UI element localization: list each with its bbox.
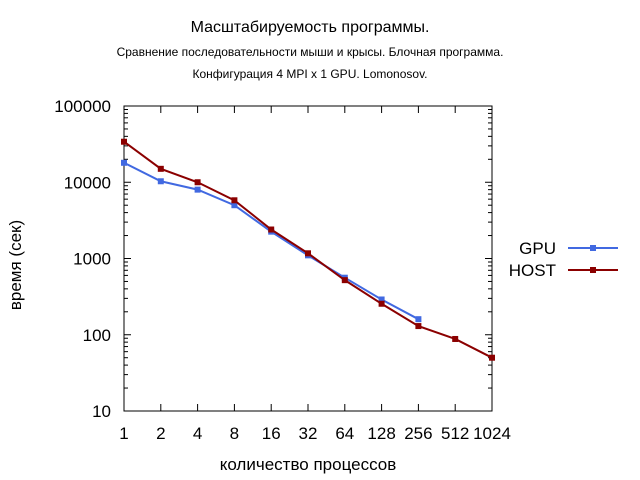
x-tick-label: 16 bbox=[262, 424, 281, 443]
data-point-gpu bbox=[194, 186, 201, 193]
x-tick-label: 256 bbox=[404, 424, 432, 443]
x-tick-label: 8 bbox=[230, 424, 239, 443]
x-tick-label: 2 bbox=[156, 424, 165, 443]
x-tick-label: 4 bbox=[193, 424, 202, 443]
x-tick-label: 32 bbox=[299, 424, 318, 443]
x-tick-label: 1 bbox=[119, 424, 128, 443]
data-point-host bbox=[157, 165, 164, 172]
data-point-host bbox=[268, 226, 275, 233]
data-point-gpu bbox=[157, 178, 164, 185]
data-point-host bbox=[121, 138, 127, 145]
data-point-host bbox=[341, 277, 348, 284]
legend-label-host: HOST bbox=[509, 261, 556, 280]
legend-marker-host bbox=[590, 267, 596, 273]
data-point-host bbox=[231, 197, 238, 204]
data-point-gpu bbox=[121, 159, 127, 166]
data-point-host bbox=[305, 250, 311, 257]
chart-subtitle-line-1: Сравнение последовательности мыши и крыс… bbox=[116, 45, 504, 59]
y-tick-label: 10 bbox=[92, 402, 111, 421]
plot-area bbox=[123, 105, 493, 412]
y-tick-label: 10000 bbox=[64, 173, 111, 192]
legend-marker-gpu bbox=[590, 245, 596, 251]
chart-title: Масштабируемость программы. bbox=[190, 19, 430, 36]
data-point-host bbox=[194, 179, 201, 186]
x-axis-label: количество процессов bbox=[220, 455, 397, 474]
chart-subtitle-line-2: Конфигурация 4 MPI x 1 GPU. Lomonosov. bbox=[192, 67, 428, 81]
x-tick-label: 64 bbox=[335, 424, 354, 443]
legend: GPU HOST bbox=[509, 239, 618, 280]
series-line-host bbox=[123, 140, 493, 359]
data-point-host bbox=[378, 300, 385, 307]
data-point-gpu bbox=[415, 316, 422, 323]
y-tick-label: 100 bbox=[83, 326, 111, 345]
data-point-host bbox=[415, 323, 422, 330]
legend-label-gpu: GPU bbox=[519, 239, 556, 258]
series-line-gpu bbox=[123, 161, 419, 321]
data-point-host bbox=[452, 335, 459, 342]
x-tick-label: 128 bbox=[367, 424, 395, 443]
y-tick-label: 100000 bbox=[54, 97, 111, 116]
y-tick-label: 1000 bbox=[73, 250, 111, 269]
data-point-host bbox=[489, 354, 495, 361]
x-tick-label: 1024 bbox=[473, 424, 511, 443]
data-point-gpu bbox=[231, 202, 238, 209]
data-point-gpu bbox=[378, 296, 385, 303]
y-axis-label: время (сек) bbox=[6, 220, 25, 310]
x-tick-label: 512 bbox=[441, 424, 469, 443]
